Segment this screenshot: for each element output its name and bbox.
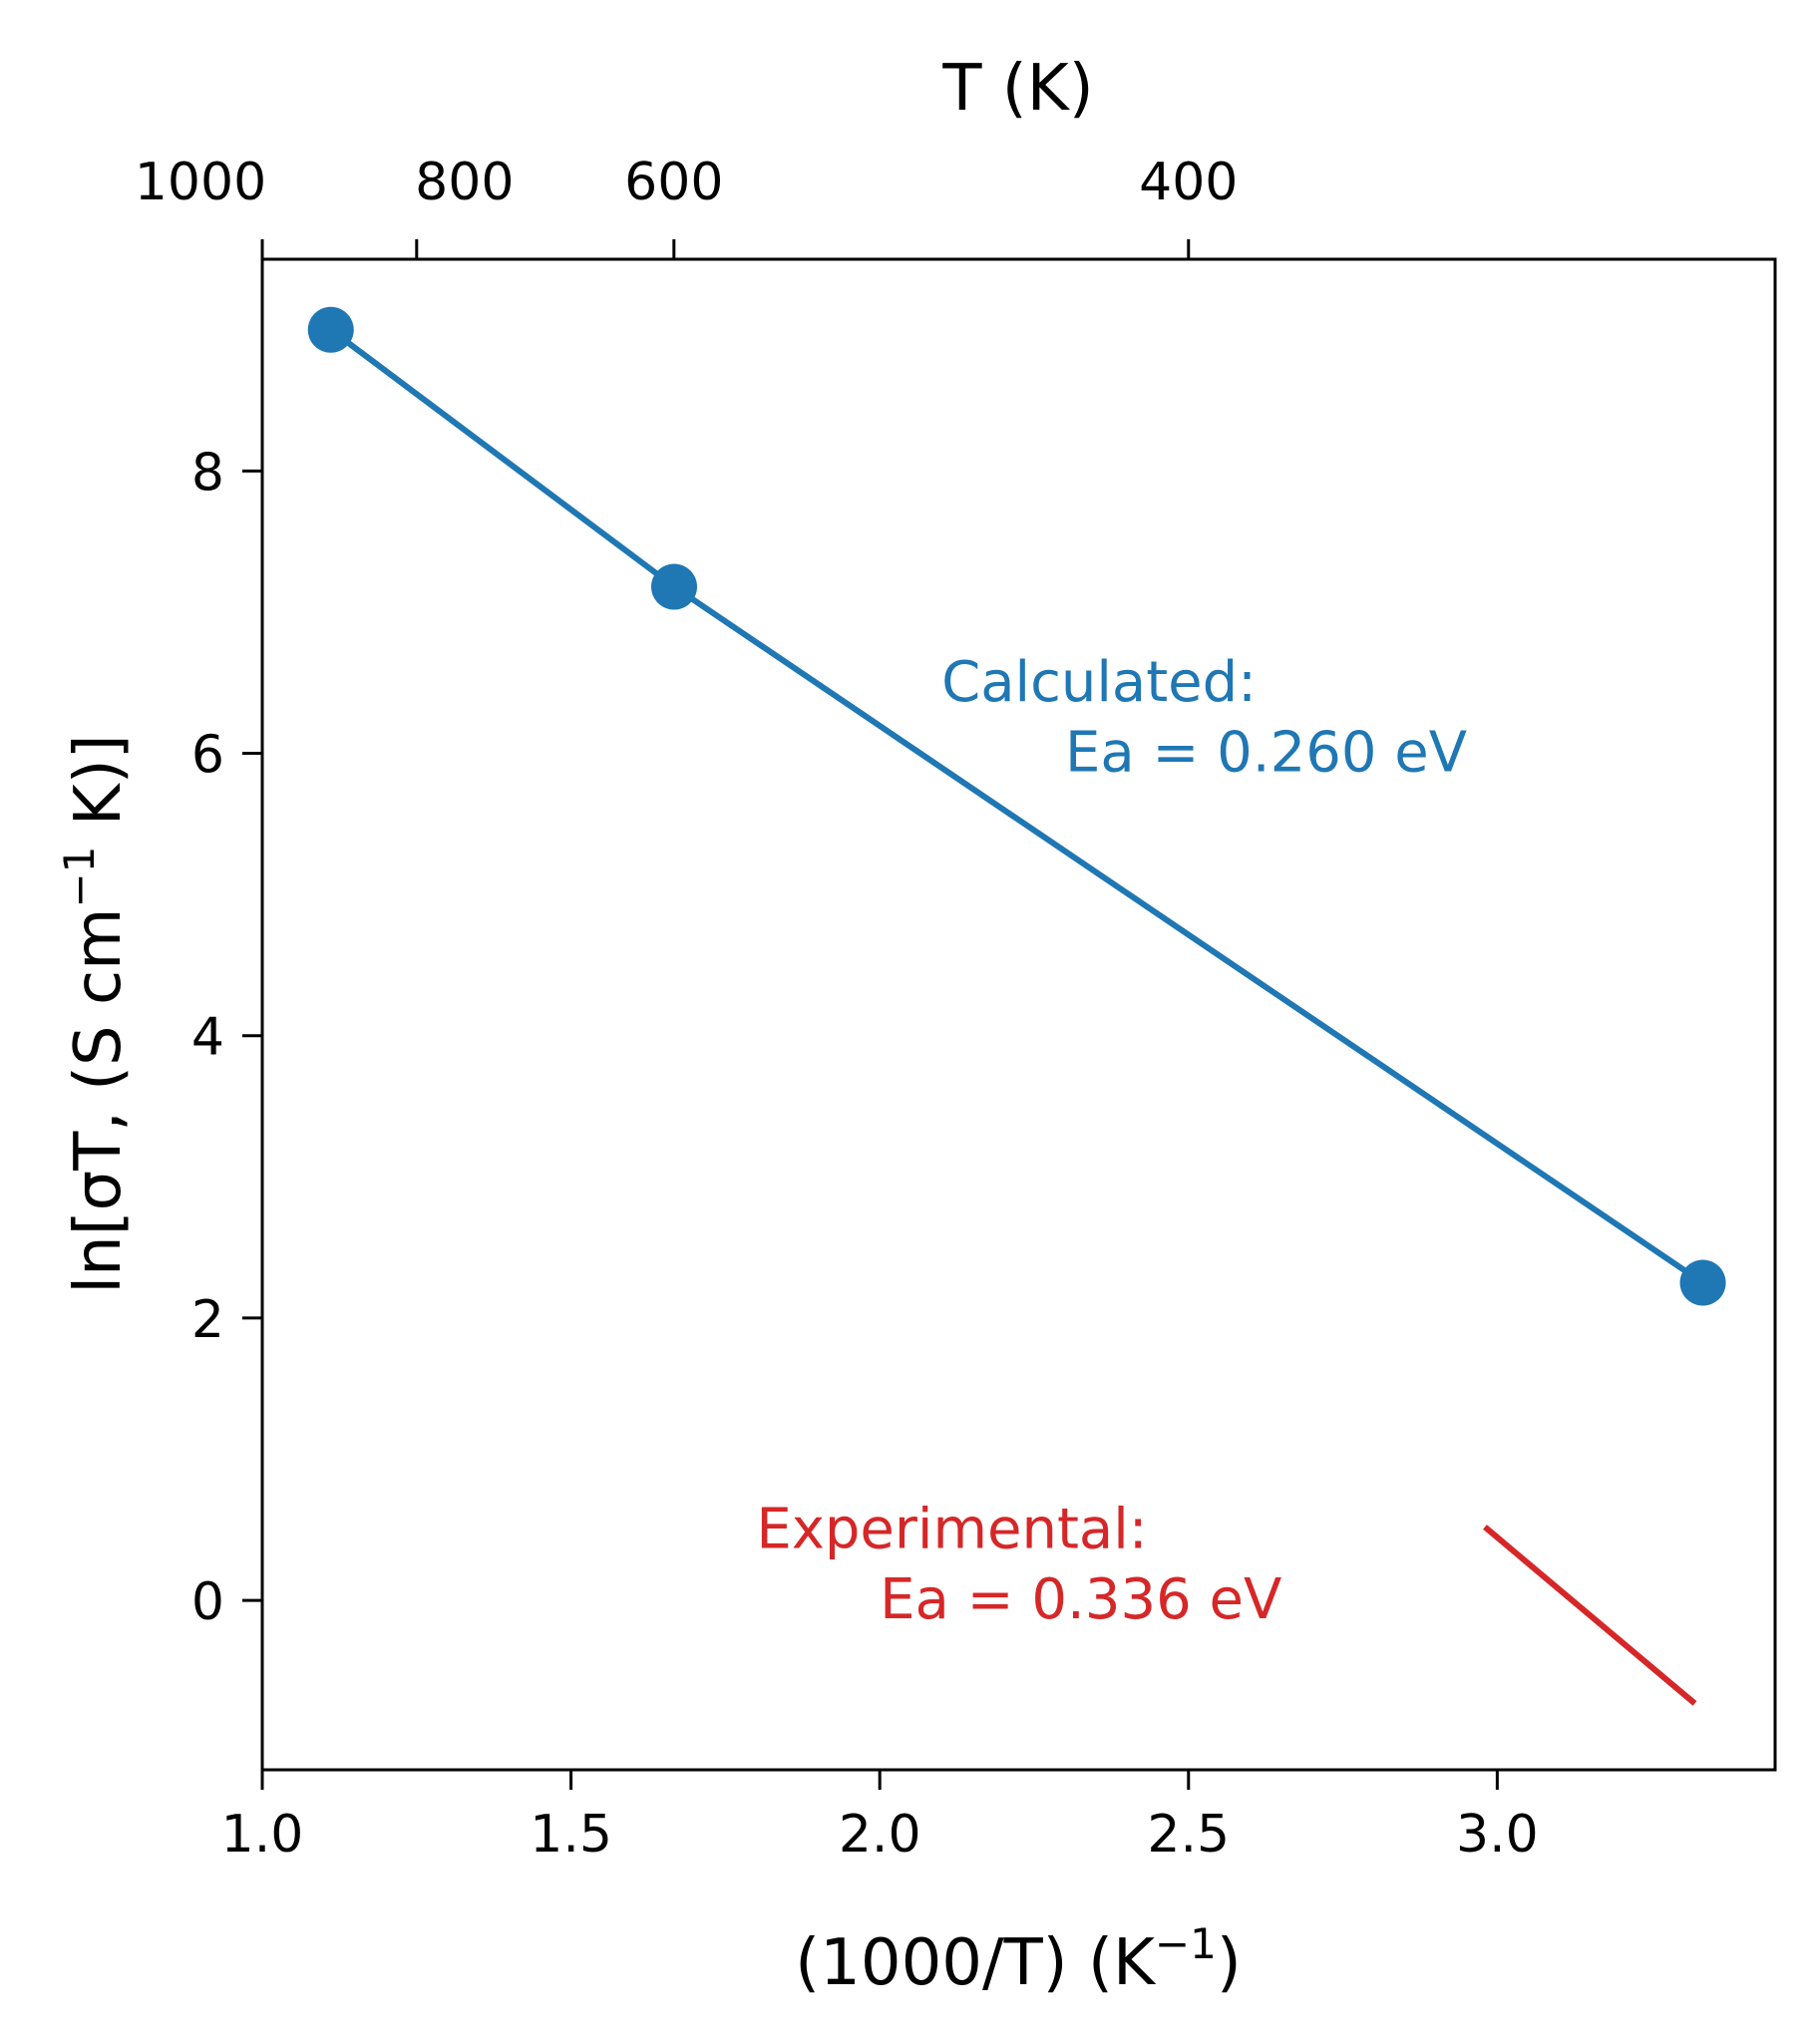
top-tick-label: 400 [1139, 153, 1238, 212]
x-tick-label: 2.5 [1147, 1805, 1230, 1865]
series-layer [307, 306, 1726, 1706]
calculated-annotation-value: Ea = 0.260 eV [1065, 721, 1467, 786]
x-axis-title-sup: −1 [1155, 1919, 1217, 1968]
x-tick-label: 3.0 [1456, 1805, 1539, 1865]
x-axis-title-main: (1000/T) (K [795, 1926, 1157, 2000]
calculated-data-point [1679, 1259, 1726, 1306]
experimental-annotation-title: Experimental: [756, 1497, 1147, 1561]
annotation-layer: Calculated:Ea = 0.260 eV Experimental:Ea … [756, 650, 1467, 1632]
x-tick-label: 1.0 [221, 1805, 304, 1865]
y-axis-title-sup: −1 [55, 847, 104, 908]
calculated-data-point [650, 563, 697, 610]
experimental-series-line [1483, 1525, 1697, 1706]
plot-frame [260, 257, 1777, 1772]
top-tick-label: 1000 [135, 153, 266, 212]
top-tick-label: 600 [624, 153, 723, 212]
y-tick-label: 0 [191, 1572, 224, 1632]
x-tick-label: 2.0 [839, 1805, 921, 1865]
bottom-axis-ticks: 1.0 1.5 2.0 2.5 3.0 [221, 1770, 1539, 1865]
experimental-annotation-value: Ea = 0.336 eV [880, 1567, 1281, 1632]
y-axis-title-main: ln[σT, (S cm [62, 908, 136, 1294]
y-axis-title-end: K)] [62, 734, 136, 846]
y-axis-title: ln[σT, (S cm−1 K)] [55, 734, 136, 1293]
y-tick-label: 2 [191, 1290, 224, 1350]
left-axis-ticks: 0 2 4 6 8 [191, 443, 262, 1632]
y-tick-label: 8 [191, 443, 224, 503]
x-axis-title-end: ) [1217, 1926, 1242, 2000]
y-tick-label: 4 [191, 1008, 224, 1068]
x-tick-label: 1.5 [530, 1805, 612, 1865]
y-tick-label: 6 [191, 726, 224, 786]
calculated-data-point [307, 306, 354, 353]
top-axis-title: T (K) [941, 52, 1093, 126]
top-axis-ticks: 1000 800 600 400 [135, 153, 1238, 259]
top-tick-label: 800 [415, 153, 514, 212]
calculated-annotation-title: Calculated: [941, 650, 1257, 715]
calculated-series-line [328, 327, 1705, 1286]
x-axis-title: (1000/T) (K−1) [795, 1919, 1242, 2000]
